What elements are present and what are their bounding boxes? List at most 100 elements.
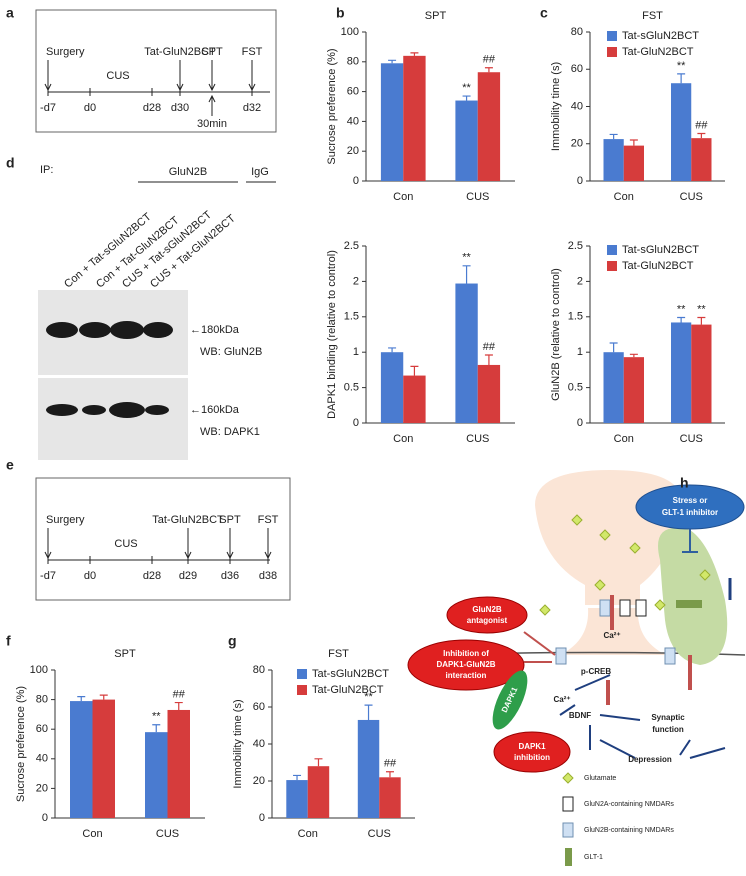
significance-label: ## (483, 54, 496, 66)
arrow (689, 747, 726, 759)
glun2b-receptor (664, 647, 676, 665)
y-tick-label: 2.5 (344, 240, 359, 252)
panel-label: a (6, 5, 14, 21)
panel-label: b (336, 5, 345, 21)
period-label: CUS (106, 70, 129, 82)
legend-swatch (297, 669, 307, 679)
significance-label: ## (384, 758, 397, 770)
panel-label: e (6, 457, 14, 473)
bar (455, 100, 478, 181)
x-tick-label: CUS (466, 433, 489, 445)
red-arrows (606, 595, 692, 705)
timeline-box (35, 9, 277, 133)
chart-title: SPT (425, 10, 447, 22)
legend-label: Tat-GluN2BCT (622, 260, 694, 272)
probe-label: WB: DAPK1 (200, 426, 260, 438)
arrow-head (208, 94, 216, 103)
glun2a-receptor (619, 599, 631, 617)
band (46, 322, 78, 338)
marker-label: ←160kDa (190, 404, 240, 416)
event-label: SPT (219, 514, 241, 526)
legend-label: Tat-sGluN2BCT (622, 30, 699, 42)
error-bar (99, 694, 108, 700)
error-bar (629, 139, 638, 146)
panel-label: d (6, 155, 15, 171)
inhibit-line (523, 631, 556, 656)
legend-label: Tat-GluN2BCT (622, 46, 694, 58)
arrow (599, 714, 641, 721)
y-tick-label: 1.5 (344, 311, 359, 323)
bar (691, 138, 712, 181)
error-bar (364, 704, 373, 720)
glutamate (699, 569, 711, 581)
error-bar (174, 701, 183, 710)
y-tick-label: 100 (30, 664, 48, 676)
bar (403, 55, 426, 182)
bar (403, 375, 426, 423)
x-tick-label: Con (82, 828, 102, 840)
y-tick-label: 0 (353, 417, 359, 429)
glt1 (676, 600, 702, 608)
node-text: Stress or (673, 496, 708, 505)
day-label: d30 (171, 102, 189, 114)
depression-label: Depression (628, 755, 672, 764)
error-bar (629, 353, 638, 358)
postsynaptic-spine (560, 608, 666, 655)
legend-swatch (607, 245, 617, 255)
bar (603, 352, 624, 423)
day-label: d28 (143, 570, 161, 582)
y-tick-label: 1 (353, 346, 359, 358)
glutamate (654, 599, 666, 611)
y-tick-label: 0 (353, 175, 359, 187)
legend-glt1 (565, 848, 572, 866)
ip-label: IP: (40, 164, 53, 176)
y-tick-label: 0 (259, 812, 265, 824)
y-tick-label: 2.5 (568, 240, 583, 252)
band (145, 405, 169, 415)
dapk1-inhibition-node (493, 731, 571, 773)
control-label: IgG (251, 166, 269, 178)
bar (603, 139, 624, 181)
error-bar (462, 265, 471, 284)
y-tick-label: 0 (577, 175, 583, 187)
legend-glun2b (562, 822, 574, 838)
x-tick-label: Con (614, 191, 634, 203)
y-axis-label: GluN2B (relative to control) (550, 268, 562, 401)
calcium-label: Ca²⁺ (603, 631, 620, 640)
timeline-box (35, 477, 291, 601)
bar (477, 72, 501, 181)
band (143, 322, 173, 338)
y-axis-label: Immobility time (s) (232, 699, 244, 788)
y-tick-label: 1 (577, 346, 583, 358)
node-text: antagonist (467, 616, 508, 625)
node-text: inhibition (514, 753, 550, 762)
event-label: Surgery (46, 514, 85, 526)
y-tick-label: 40 (571, 100, 583, 112)
legend-text: GluN2A-containing NMDARs (584, 801, 674, 808)
calcium-label: Ca²⁺ (553, 695, 570, 704)
band (109, 402, 145, 418)
significance-label: ** (364, 691, 373, 703)
bar (357, 719, 380, 818)
node-text: GLT-1 inhibitor (662, 508, 718, 517)
dapk1-node (492, 670, 528, 730)
day-label: -d7 (40, 570, 56, 582)
error-bar (293, 774, 302, 781)
bar (671, 322, 692, 423)
pathway-arrows (559, 674, 726, 759)
error-bar (314, 758, 323, 767)
y-tick-label: 60 (571, 63, 583, 75)
panel-label: g (228, 633, 237, 649)
legend-glutamate (562, 772, 574, 784)
y-tick-label: 40 (253, 738, 265, 750)
day-label: d36 (221, 570, 239, 582)
error-bar (385, 771, 394, 778)
glutamate (571, 514, 583, 526)
y-tick-label: 1.5 (568, 311, 583, 323)
antagonist-node (446, 596, 528, 634)
interaction-node (407, 639, 525, 691)
bdnf-label: BDNF (569, 711, 591, 720)
bar (307, 766, 330, 818)
period-label: CUS (114, 538, 137, 550)
error-bar (388, 347, 397, 353)
